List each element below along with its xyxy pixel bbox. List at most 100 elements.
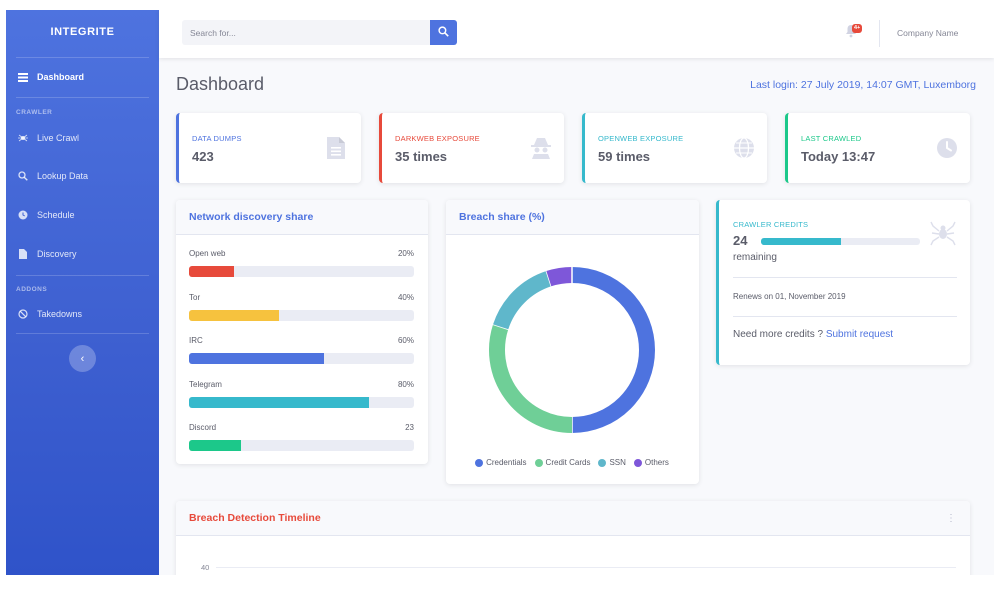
breach-donut-chart bbox=[489, 266, 655, 434]
breach-timeline-panel: Breach Detection Timeline ⋮ 40 bbox=[176, 501, 970, 575]
spider-icon bbox=[930, 220, 956, 246]
donut-slice-credentials[interactable] bbox=[571, 267, 655, 433]
legend-label: SSN bbox=[609, 458, 626, 467]
legend-label: Credit Cards bbox=[545, 458, 591, 467]
alerts-badge: 4+ bbox=[852, 24, 863, 33]
sidebar-item-schedule[interactable]: Schedule bbox=[16, 205, 75, 225]
breach-share-panel: Breach share (%) Credentials Credit Card… bbox=[446, 200, 699, 484]
progress-label: IRC bbox=[189, 336, 203, 345]
renewal-date: Renews on 01, November 2019 bbox=[733, 292, 846, 301]
clock-icon bbox=[936, 137, 958, 159]
donut-slice-ssn[interactable] bbox=[493, 271, 552, 330]
sidebar-item-label: Dashboard bbox=[37, 72, 85, 82]
legend-dot bbox=[598, 458, 607, 467]
last-login: Last login: 27 July 2019, 14:07 GMT, Lux… bbox=[750, 79, 976, 91]
stat-label: LAST CRAWLED bbox=[801, 134, 862, 143]
submit-request-link[interactable]: Submit request bbox=[825, 329, 894, 340]
stat-value: 35 times bbox=[395, 149, 448, 164]
progress-track bbox=[189, 266, 414, 277]
sidebar-item-label: Live Crawl bbox=[37, 133, 80, 143]
dashboard-icon bbox=[16, 70, 30, 84]
document-icon bbox=[16, 247, 30, 261]
sidebar-divider bbox=[16, 57, 149, 58]
credits-label: CRAWLER CREDITS bbox=[733, 220, 809, 229]
progress-label: Discord bbox=[189, 423, 217, 432]
search-input[interactable] bbox=[182, 20, 431, 45]
credits-remaining: remaining bbox=[733, 252, 777, 263]
more-options-icon[interactable]: ⋮ bbox=[946, 513, 956, 524]
globe-icon bbox=[733, 137, 755, 159]
page-title: Dashboard bbox=[176, 74, 265, 94]
sidebar-item-discovery[interactable]: Discovery bbox=[16, 244, 77, 264]
panel-title: Network discovery share bbox=[176, 200, 428, 235]
stat-label: OPENWEB EXPOSURE bbox=[598, 134, 684, 143]
sidebar-divider bbox=[16, 97, 149, 98]
stat-label: DARKWEB EXPOSURE bbox=[395, 134, 480, 143]
sidebar-heading-crawler: CRAWLER bbox=[16, 109, 53, 116]
topbar: 4+ Company Name bbox=[159, 10, 994, 58]
topbar-divider bbox=[879, 20, 880, 47]
progress-value: 23 bbox=[405, 423, 414, 432]
network-discovery-panel: Network discovery share Open web 20% Tor 40… bbox=[176, 200, 428, 464]
progress-track bbox=[189, 353, 414, 364]
stat-value: 423 bbox=[192, 149, 214, 164]
sidebar-item-lookup-data[interactable]: Lookup Data bbox=[16, 166, 88, 186]
chevron-left-icon: ‹ bbox=[80, 352, 85, 365]
sidebar-toggle-button[interactable]: ‹ bbox=[69, 345, 96, 372]
legend-label: Credentials bbox=[486, 458, 527, 467]
sidebar-divider bbox=[16, 333, 149, 334]
progress-track bbox=[189, 396, 414, 408]
stat-card-openweb-exposure: OPENWEB EXPOSURE 59 times bbox=[582, 113, 767, 183]
search-icon bbox=[16, 169, 30, 183]
progress-label: Telegram bbox=[189, 379, 222, 389]
sidebar-item-takedowns[interactable]: Takedowns bbox=[16, 304, 82, 324]
donut-slice-credit-cards[interactable] bbox=[489, 324, 573, 433]
sidebar-item-label: Lookup Data bbox=[37, 171, 89, 181]
sidebar-item-label: Takedowns bbox=[37, 309, 83, 319]
progress-fill bbox=[189, 440, 241, 451]
progress-fill bbox=[189, 353, 324, 364]
progress-fill bbox=[189, 309, 279, 321]
legend-item[interactable]: Credentials bbox=[475, 458, 527, 467]
progress-value: 40% bbox=[397, 292, 414, 302]
ban-icon bbox=[16, 307, 30, 321]
stat-value: Today 13:47 bbox=[801, 149, 876, 164]
gridline bbox=[216, 567, 956, 568]
panel-title: Breach Detection Timeline bbox=[176, 501, 970, 536]
panel-title: Breach share (%) bbox=[446, 200, 699, 235]
sidebar-item-label: Schedule bbox=[37, 210, 75, 220]
progress-fill bbox=[189, 396, 369, 408]
legend-dot bbox=[475, 458, 484, 467]
app-window: INTEGRITE Dashboard CRAWLER Live Crawl L… bbox=[6, 10, 994, 575]
sidebar-item-dashboard[interactable]: Dashboard bbox=[16, 67, 84, 87]
progress-value: 80% bbox=[397, 379, 414, 389]
brand-logo[interactable]: INTEGRITE bbox=[50, 26, 115, 38]
spider-icon bbox=[16, 131, 30, 145]
legend-dot bbox=[633, 458, 642, 467]
clock-icon bbox=[16, 208, 30, 222]
document-icon bbox=[327, 137, 349, 159]
spy-icon bbox=[530, 137, 552, 159]
progress-value: 20% bbox=[397, 249, 414, 258]
legend-dot bbox=[534, 458, 543, 467]
donut-slice-others[interactable] bbox=[546, 267, 573, 287]
legend-item[interactable]: Others bbox=[633, 458, 669, 467]
progress-track bbox=[189, 440, 414, 451]
sidebar-heading-addons: ADDONS bbox=[16, 286, 48, 293]
stat-card-darkweb-exposure: DARKWEB EXPOSURE 35 times bbox=[379, 113, 564, 183]
sidebar-divider bbox=[16, 275, 149, 276]
stat-label: DATA DUMPS bbox=[192, 134, 242, 143]
search-icon bbox=[438, 24, 449, 42]
progress-track bbox=[189, 309, 414, 321]
search-button[interactable] bbox=[430, 20, 457, 45]
sidebar-item-label: Discovery bbox=[37, 249, 77, 259]
progress-label: Tor bbox=[189, 292, 201, 302]
legend-label: Others bbox=[644, 458, 669, 467]
credits-progress-bar bbox=[761, 238, 920, 245]
legend-item[interactable]: SSN bbox=[598, 458, 626, 467]
stat-card-data-dumps: DATA DUMPS 423 bbox=[176, 113, 361, 183]
legend-item[interactable]: Credit Cards bbox=[534, 458, 591, 467]
crawler-credits-card: CRAWLER CREDITS 24 remaining Renews on 0… bbox=[716, 200, 970, 365]
company-name[interactable]: Company Name bbox=[897, 28, 959, 38]
sidebar-item-live-crawl[interactable]: Live Crawl bbox=[16, 128, 79, 148]
